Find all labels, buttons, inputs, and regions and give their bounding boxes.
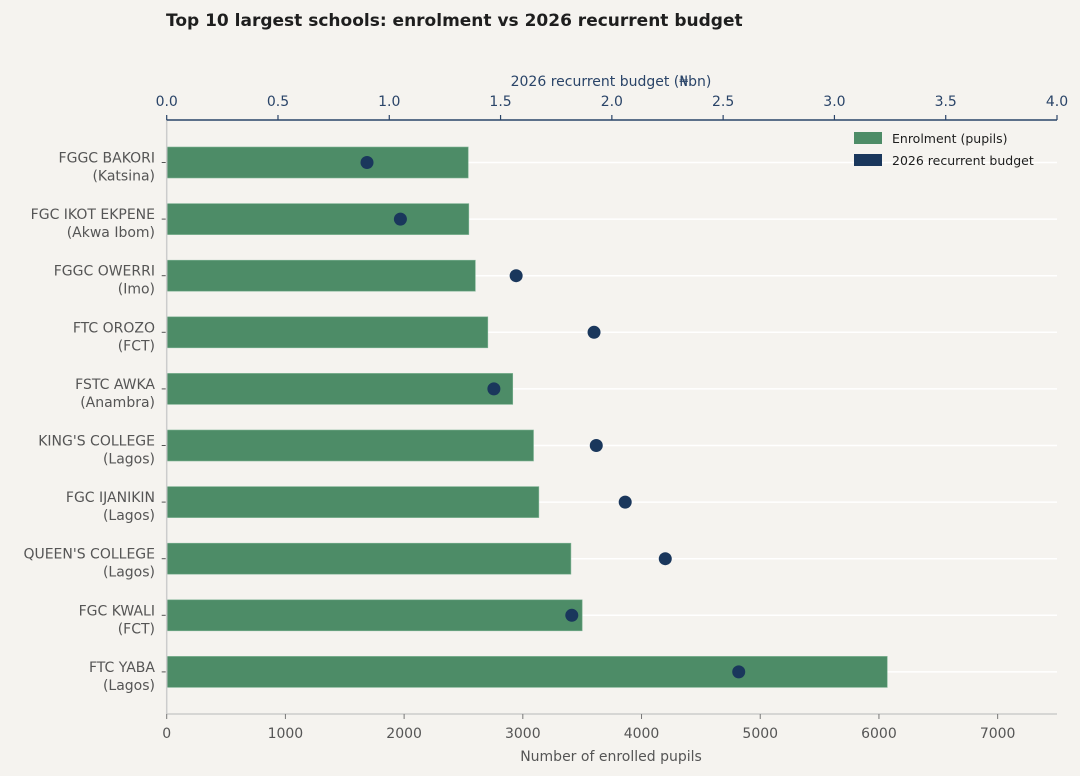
enrolment-bar [166, 316, 489, 349]
enrolment-bar [166, 599, 583, 632]
category-label-state: (FCT) [118, 338, 155, 354]
enrolment-bar [166, 486, 540, 518]
bottom-tick-label: 5000 [742, 726, 778, 742]
category-label-state: (Lagos) [103, 508, 155, 524]
category-label-name: FSTC AWKA [75, 377, 155, 393]
category-label-name: FTC OROZO [73, 320, 155, 336]
category-label-name: FGC KWALI [79, 603, 155, 619]
budget-dot [509, 269, 523, 283]
enrolment-bar [166, 259, 476, 292]
grid-lines [166, 161, 1057, 673]
category-label-name: FTC YABA [89, 660, 155, 676]
budget-dot [658, 552, 672, 566]
top-tick-label: 3.5 [935, 94, 957, 110]
top-axis-label: 2026 recurrent budget (₦bn) [511, 74, 712, 90]
budget-dot [618, 495, 632, 509]
top-tick-label: 3.0 [823, 94, 845, 110]
category-label-name: FGC IJANIKIN [66, 490, 155, 506]
budget-dot [487, 382, 501, 396]
category-label-state: (Katsina) [92, 169, 155, 185]
category-label-state: (Lagos) [103, 678, 155, 694]
top-tick-label: 2.5 [712, 94, 734, 110]
bottom-tick-label: 1000 [268, 726, 304, 742]
legend-label-enrolment: Enrolment (pupils) [892, 131, 1007, 146]
top-tick-label: 1.5 [489, 94, 511, 110]
legend: Enrolment (pupils) 2026 recurrent budget [854, 131, 1034, 168]
bottom-tick-label: 7000 [980, 726, 1016, 742]
enrolment-bar [166, 656, 888, 688]
top-tick-label: 4.0 [1046, 94, 1068, 110]
x-axis-label: Number of enrolled pupils [520, 749, 702, 765]
budget-dot [393, 212, 407, 226]
legend-label-budget: 2026 recurrent budget [892, 153, 1034, 168]
category-label-name: QUEEN'S COLLEGE [23, 547, 155, 563]
top-tick-label: 1.0 [378, 94, 400, 110]
category-label-name: FGGC OWERRI [54, 264, 155, 280]
budget-dot [360, 156, 374, 169]
budget-dot [565, 608, 579, 622]
budget-dot [732, 665, 746, 679]
bars-group [166, 146, 888, 688]
top-tick-label: 2.0 [601, 94, 623, 110]
budget-dot [589, 439, 603, 452]
dots-group [360, 156, 746, 679]
bottom-tick-label: 4000 [624, 726, 660, 742]
top-tick-label: 0.0 [156, 94, 178, 110]
enrolment-bar [166, 429, 534, 462]
bottom-tick-label: 0 [162, 726, 171, 742]
category-label-state: (Imo) [118, 282, 155, 298]
budget-dot [587, 325, 601, 339]
category-label-state: (Anambra) [80, 395, 155, 411]
category-label-name: FGC IKOT EKPENE [31, 207, 155, 223]
category-label-state: (FCT) [118, 621, 155, 637]
category-label-state: (Lagos) [103, 452, 155, 468]
enrolment-bar [166, 542, 572, 575]
category-label-name: FGGC BAKORI [59, 151, 155, 167]
bottom-tick-label: 2000 [386, 726, 422, 742]
category-labels: FGGC BAKORI (Katsina) FGC IKOT EKPENE (Akwa… [23, 151, 155, 694]
top-tick-label: 0.5 [267, 94, 289, 110]
axes-group: 0 1000 2000 3000 4000 5000 6000 7000 0.0 0.5 1.0 1.… [156, 94, 1069, 742]
enrolment-bar [166, 203, 470, 235]
bottom-tick-label: 3000 [505, 726, 541, 742]
legend-swatch-budget [854, 154, 882, 166]
enrolment-bar [166, 373, 514, 405]
category-label-state: (Lagos) [103, 565, 155, 581]
bottom-tick-label: 6000 [861, 726, 897, 742]
enrolment-bar [166, 146, 469, 179]
category-label-state: (Akwa Ibom) [67, 225, 155, 241]
category-label-name: KING'S COLLEGE [38, 434, 155, 450]
chart-title: Top 10 largest schools: enrolment vs 202… [166, 11, 743, 31]
legend-swatch-enrolment [854, 132, 882, 144]
